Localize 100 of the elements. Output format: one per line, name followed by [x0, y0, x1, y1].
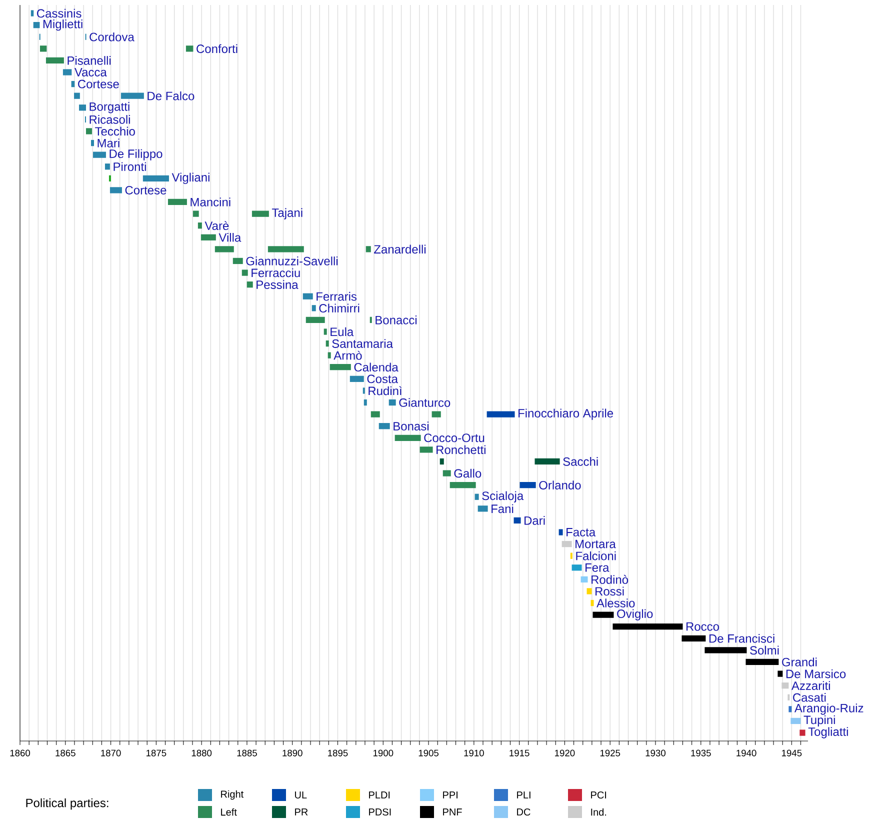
bar — [33, 22, 40, 28]
bar — [450, 482, 476, 488]
y-tick-label: Vigliani — [172, 172, 210, 184]
x-tick-label: 1885 — [237, 750, 257, 756]
bar — [420, 446, 433, 453]
y-tick-label: Varè — [204, 221, 229, 230]
y-tick-label: Ricasoli — [90, 115, 130, 124]
bar — [232, 258, 243, 264]
legend-title: Political parties: — [26, 798, 108, 810]
y-tick-label: Falcioni — [576, 551, 616, 560]
legend-label: PNF — [443, 808, 462, 816]
y-tick-label: Costa — [367, 374, 398, 384]
y-tick-label: Cordova — [90, 32, 134, 42]
y-tick-label: Finocchiaro Aprile — [518, 408, 614, 420]
y-tick-label: Grandi — [782, 658, 817, 666]
legend-label: PLDI — [369, 792, 390, 798]
y-tick-label: Chimirri — [319, 304, 360, 313]
x-tick-label: 1930 — [646, 750, 666, 756]
y-tick-label: Ferraris — [316, 292, 357, 301]
bar — [534, 458, 560, 465]
y-tick-label: Vacca — [74, 68, 107, 76]
y-tick-label: Cortese — [78, 80, 119, 88]
legend-label: PR — [295, 808, 308, 816]
legend-label: Left — [221, 808, 237, 816]
y-tick-label: Gallo — [454, 468, 482, 478]
bar — [110, 187, 122, 194]
bar — [324, 328, 327, 335]
y-tick-label: De Falco — [148, 91, 194, 100]
y-tick-label: Rossi — [596, 586, 624, 596]
legend-label: PCI — [591, 791, 606, 799]
bar — [612, 624, 683, 630]
bar — [30, 10, 34, 16]
bar — [93, 152, 106, 158]
x-tick-label: 1940 — [736, 750, 756, 756]
bar — [562, 540, 572, 548]
bar — [312, 305, 316, 312]
bar — [306, 316, 325, 323]
y-tick-label: Orlando — [539, 480, 581, 490]
bar — [200, 234, 216, 240]
legend-label: PPI — [443, 792, 458, 798]
bar — [478, 506, 488, 512]
bar — [586, 588, 592, 594]
y-tick-label: Tupini — [804, 715, 835, 727]
x-tick-label: 1890 — [282, 750, 302, 756]
bar — [326, 340, 329, 347]
bar — [558, 529, 563, 536]
y-tick-label: De Filippo — [110, 149, 162, 160]
y-tick-label: Cocco-Ortu — [424, 434, 484, 442]
bar — [120, 92, 144, 99]
y-tick-label: Rodinò — [592, 574, 628, 584]
bar — [592, 612, 614, 618]
y-tick-label: Pisanelli — [68, 56, 111, 65]
y-tick-label: Pessina — [256, 280, 298, 289]
y-tick-label: Sacchi — [563, 457, 598, 466]
x-tick-label: 1880 — [192, 750, 212, 756]
bar — [520, 482, 536, 488]
y-tick-label: Gianturco — [399, 398, 450, 407]
bar — [514, 517, 521, 524]
x-tick-label: 1910 — [464, 750, 484, 756]
y-tick-label: Scialoja — [482, 491, 524, 502]
bar — [580, 576, 588, 582]
bar — [214, 246, 234, 252]
bar — [246, 281, 253, 288]
x-tick-label: 1920 — [555, 750, 575, 756]
bar — [782, 682, 789, 689]
y-tick-label: Facta — [566, 528, 596, 536]
bar — [302, 293, 313, 300]
y-tick-label: Casati — [793, 692, 826, 702]
bar — [378, 423, 390, 430]
bar — [572, 564, 582, 571]
bar — [104, 164, 110, 170]
y-tick-label: Arangio-Ruiz — [794, 704, 864, 715]
y-tick-label: Fera — [586, 563, 610, 572]
y-tick-label: Tecchio — [95, 126, 135, 136]
x-tick-label: 1945 — [782, 750, 802, 756]
y-tick-label: Rudinì — [368, 386, 402, 396]
y-tick-label: Calenda — [354, 362, 398, 372]
bar — [746, 658, 779, 666]
bar — [704, 647, 747, 654]
y-tick-label: Armò — [334, 350, 362, 360]
bar — [486, 411, 515, 418]
bar — [788, 706, 792, 712]
legend-label: Right — [221, 790, 244, 800]
bar — [350, 376, 364, 382]
y-tick-label: Dari — [524, 516, 545, 525]
legend-label: PLI — [517, 792, 530, 798]
bar — [168, 198, 187, 206]
y-tick-label: Conforti — [196, 44, 238, 54]
bar — [74, 92, 80, 99]
x-tick-label: 1870 — [101, 750, 121, 756]
x-tick-label: 1935 — [691, 750, 711, 756]
legend-label: Ind. — [591, 808, 606, 816]
bar — [364, 399, 367, 406]
y-tick-label: Fani — [492, 504, 514, 514]
bar — [328, 352, 331, 358]
x-tick-label: 1915 — [510, 750, 530, 756]
y-tick-label: De Francisci — [709, 634, 774, 643]
x-tick-label: 1895 — [328, 750, 348, 756]
bar — [40, 46, 47, 52]
bar — [186, 46, 194, 52]
